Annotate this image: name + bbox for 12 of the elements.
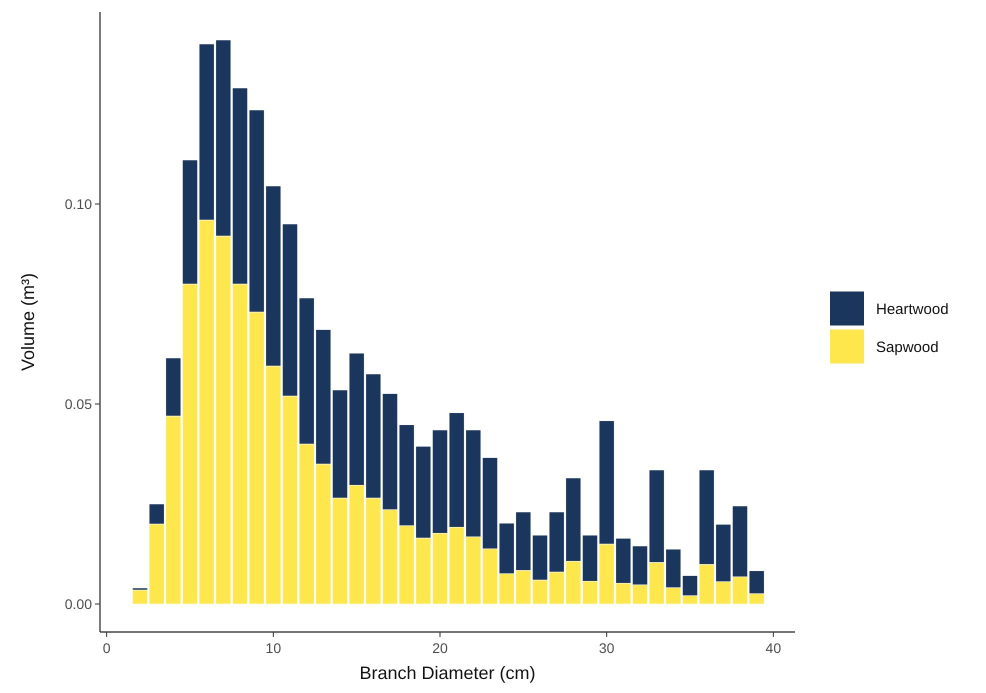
x-tick-label: 30 xyxy=(598,640,615,656)
x-axis-title: Branch Diameter (cm) xyxy=(359,663,536,683)
x-tick-label: 40 xyxy=(766,640,782,656)
x-tick-label: 0 xyxy=(102,640,111,656)
legend-label: Sapwood xyxy=(876,338,939,356)
y-axis-title: Volume (m³) xyxy=(18,272,38,372)
legend-label: Heartwood xyxy=(876,300,949,318)
x-tick-label: 20 xyxy=(432,640,448,656)
y-tick-label: 0.10 xyxy=(64,196,92,212)
y-tick-label: 0.05 xyxy=(64,396,92,412)
x-tick-label: 10 xyxy=(266,640,282,656)
y-tick-label: 0.00 xyxy=(64,596,92,612)
